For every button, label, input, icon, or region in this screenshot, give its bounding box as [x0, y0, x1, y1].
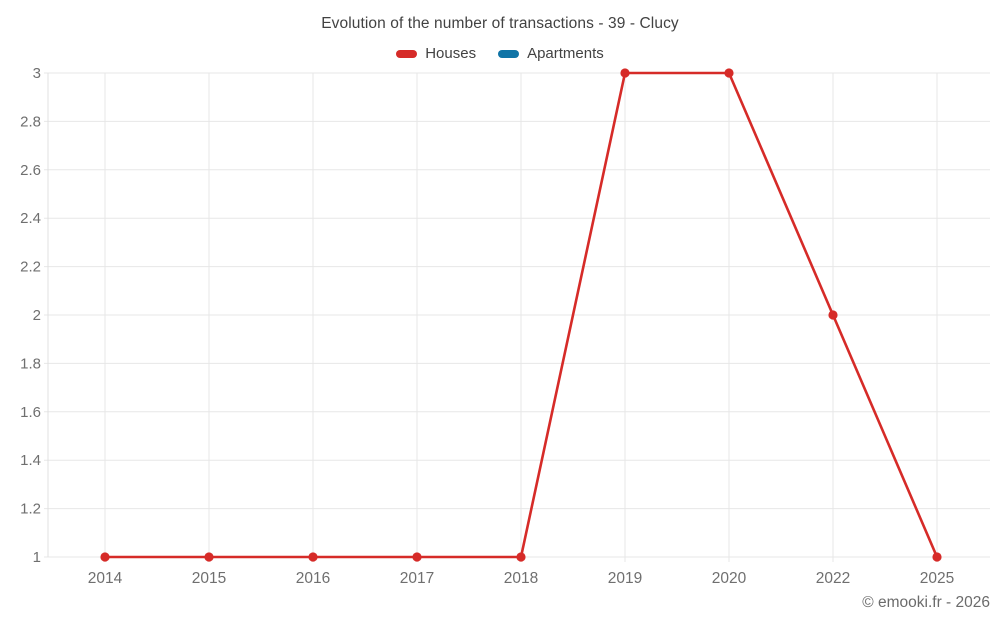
y-tick-label: 3: [33, 65, 41, 82]
y-tick-label: 1.8: [20, 355, 41, 372]
houses-legend-swatch-icon: [396, 49, 418, 58]
legend-item-apartments[interactable]: Apartments: [498, 45, 604, 62]
apartments-legend-label: Apartments: [527, 45, 604, 62]
houses-data-point-2025[interactable]: [932, 552, 942, 562]
y-tick-label: 2.8: [20, 113, 41, 130]
legend: Houses Apartments: [0, 45, 1000, 62]
houses-data-point-2017[interactable]: [412, 552, 422, 562]
x-tick-label: 2025: [920, 570, 954, 587]
houses-data-point-2020[interactable]: [724, 68, 734, 78]
y-tick-label: 1.2: [20, 501, 41, 518]
y-tick-label: 2: [33, 307, 41, 324]
y-tick-label: 2.4: [20, 210, 41, 227]
x-tick-label: 2015: [192, 570, 226, 587]
houses-data-point-2019[interactable]: [620, 68, 630, 78]
x-tick-label: 2019: [608, 570, 642, 587]
apartments-legend-swatch-icon: [498, 49, 520, 58]
x-tick-label: 2014: [88, 570, 123, 587]
houses-data-point-2016[interactable]: [308, 552, 318, 562]
y-tick-label: 1.6: [20, 404, 41, 421]
y-tick-label: 1.4: [20, 452, 41, 469]
x-tick-label: 2016: [296, 570, 330, 587]
houses-data-point-2022[interactable]: [828, 310, 838, 320]
houses-data-point-2015[interactable]: [204, 552, 214, 562]
y-tick-label: 2.2: [20, 259, 41, 276]
x-tick-label: 2020: [712, 570, 747, 587]
houses-data-point-2018[interactable]: [516, 552, 526, 562]
copyright-text: © emooki.fr - 2026: [862, 594, 990, 611]
houses-legend-label: Houses: [425, 45, 477, 62]
x-tick-label: 2018: [504, 570, 538, 587]
y-tick-label: 1: [33, 549, 41, 566]
houses-data-point-2014[interactable]: [100, 552, 110, 562]
x-tick-label: 2022: [816, 570, 850, 587]
legend-item-houses[interactable]: Houses: [396, 45, 476, 62]
y-tick-label: 2.6: [20, 162, 41, 179]
chart-title: Evolution of the number of transactions …: [321, 15, 679, 32]
x-tick-label: 2017: [400, 570, 434, 587]
